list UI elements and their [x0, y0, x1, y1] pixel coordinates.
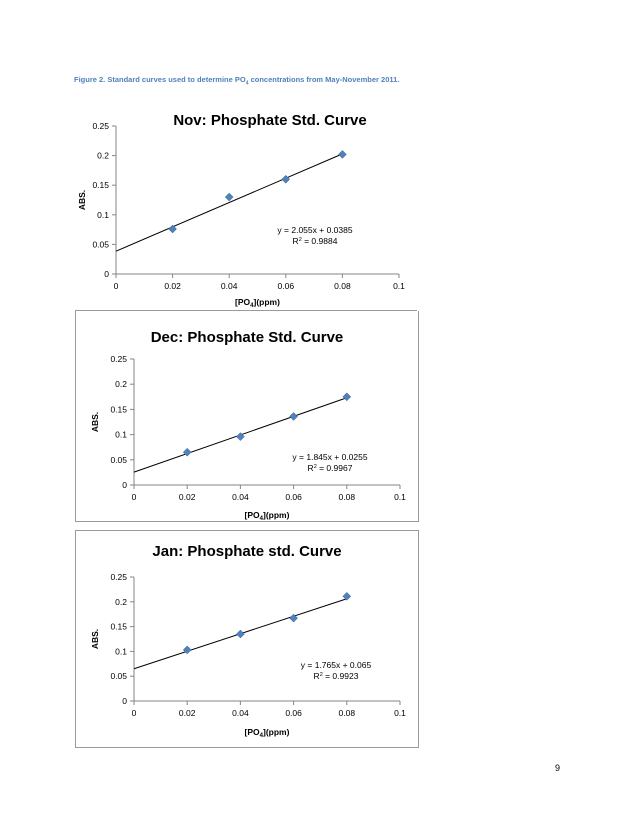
r-squared-value: = 0.9923	[323, 671, 359, 681]
x-tick-label: 0	[114, 281, 119, 291]
y-axis-label: ABS.	[90, 412, 100, 432]
r-squared-label: R2 = 0.9884	[293, 236, 338, 246]
y-axis-label: ABS.	[77, 190, 87, 210]
x-tick-label: 0.04	[221, 281, 238, 291]
y-tick-label: 0.05	[110, 455, 127, 465]
trendline-equation: y = 1.765x + 0.065	[301, 660, 372, 670]
x-tick-label: 0.02	[179, 708, 196, 718]
x-tick-label: 0.1	[394, 492, 406, 502]
chart-jan: Jan: Phosphate std. Curve 0 0.05 0.1 0.15 0.2…	[75, 530, 419, 748]
chart-dec-svg: Dec: Phosphate Std. Curve 0 0.05 0.1 0.15 0.2…	[90, 329, 406, 521]
x-tick-label: 0.06	[285, 708, 302, 718]
y-tick-label: 0.25	[92, 121, 109, 131]
data-point	[224, 192, 234, 202]
y-tick-label: 0.15	[92, 180, 109, 190]
r-squared-r: R	[308, 463, 314, 473]
x-axis-label-tail: ](ppm)	[263, 510, 290, 520]
x-tick-label: 0.06	[285, 492, 302, 502]
x-tick-label: 0.02	[179, 492, 196, 502]
r-squared-superscript: 2	[299, 237, 302, 243]
figure-caption: Figure 2. Standard curves used to determ…	[74, 75, 399, 87]
y-tick-label: 0.2	[115, 379, 127, 389]
r-squared-superscript: 2	[314, 464, 317, 470]
y-tick-label: 0.2	[97, 151, 109, 161]
data-point	[182, 645, 192, 655]
x-axis-label: [PO4](ppm)	[245, 727, 290, 739]
data-point	[168, 224, 177, 234]
x-axis-label: [PO4](ppm)	[245, 510, 290, 521]
chart-title: Dec: Phosphate Std. Curve	[151, 329, 344, 346]
caption-suffix: concentrations from May-November 2011.	[248, 75, 400, 84]
y-tick-label: 0.25	[110, 572, 127, 582]
data-point	[342, 392, 352, 402]
page-number: 9	[555, 763, 561, 773]
x-axis-label-subscript: 4	[250, 303, 254, 309]
chart-title: Nov: Phosphate Std. Curve	[173, 112, 366, 129]
data-point	[281, 174, 291, 184]
y-tick-label: 0.15	[110, 404, 127, 414]
x-tick-label: 0.04	[232, 708, 249, 718]
x-tick-label: 0.08	[334, 281, 351, 291]
chart-nov-svg: Nov: Phosphate Std. Curve 0 0.05 0.1 0.15 0.2…	[77, 112, 405, 309]
y-tick-label: 0	[122, 480, 127, 490]
y-tick-label: 0	[122, 696, 127, 706]
r-squared-label: R2 = 0.9967	[308, 463, 353, 473]
data-point	[182, 447, 192, 457]
chart-nov: Nov: Phosphate Std. Curve 0 0.05 0.1 0.15 0.2…	[75, 99, 417, 311]
x-tick-label: 0.06	[278, 281, 295, 291]
x-axis-label-subscript: 4	[260, 733, 264, 739]
x-axis-label-main: [PO	[235, 297, 251, 307]
x-tick-label: 0	[132, 492, 137, 502]
r-squared-r: R	[293, 236, 299, 246]
x-tick-label: 0.08	[339, 708, 356, 718]
x-axis-label-tail: ](ppm)	[263, 727, 290, 737]
y-axis-label: ABS.	[90, 629, 100, 649]
y-tick-label: 0.05	[110, 671, 127, 681]
chart-jan-svg: Jan: Phosphate std. Curve 0 0.05 0.1 0.15 0.2…	[90, 543, 406, 739]
y-tick-label: 0.1	[115, 430, 127, 440]
x-axis-label-main: [PO	[245, 510, 261, 520]
y-tick-label: 0	[104, 269, 109, 279]
y-tick-label: 0.05	[92, 239, 109, 249]
x-axis-label: [PO4](ppm)	[235, 297, 280, 309]
data-point	[342, 591, 352, 601]
data-point	[289, 613, 298, 623]
x-tick-label: 0.08	[339, 492, 356, 502]
y-tick-label: 0.1	[115, 646, 127, 656]
x-tick-label: 0.02	[164, 281, 181, 291]
x-axis-label-main: [PO	[245, 727, 261, 737]
x-axis-label-subscript: 4	[260, 516, 264, 521]
x-tick-label: 0.1	[393, 281, 405, 291]
trendline-equation: y = 1.845x + 0.0255	[292, 452, 367, 462]
r-squared-label: R2 = 0.9923	[314, 671, 359, 681]
r-squared-r: R	[314, 671, 320, 681]
trendline-equation: y = 2.055x + 0.0385	[277, 225, 352, 235]
trendline	[115, 153, 343, 252]
r-squared-value: = 0.9967	[317, 463, 353, 473]
y-tick-label: 0.1	[97, 210, 109, 220]
y-tick-label: 0.15	[110, 622, 127, 632]
x-tick-label: 0.04	[232, 492, 249, 502]
data-point	[338, 150, 347, 159]
chart-dec: Dec: Phosphate Std. Curve 0 0.05 0.1 0.15 0.2…	[75, 311, 419, 522]
caption-subscript: 4	[245, 80, 249, 87]
x-axis-label-tail: ](ppm)	[254, 297, 281, 307]
data-point	[289, 412, 298, 421]
x-tick-label: 0	[132, 708, 137, 718]
data-point	[236, 432, 245, 441]
r-squared-value: = 0.9884	[302, 236, 338, 246]
y-tick-label: 0.25	[110, 354, 127, 364]
y-tick-label: 0.2	[115, 597, 127, 607]
chart-title: Jan: Phosphate std. Curve	[152, 543, 341, 560]
x-tick-label: 0.1	[394, 708, 406, 718]
r-squared-superscript: 2	[320, 672, 323, 678]
caption-prefix: Figure 2. Standard curves used to determ…	[74, 75, 246, 84]
data-point	[236, 629, 245, 639]
